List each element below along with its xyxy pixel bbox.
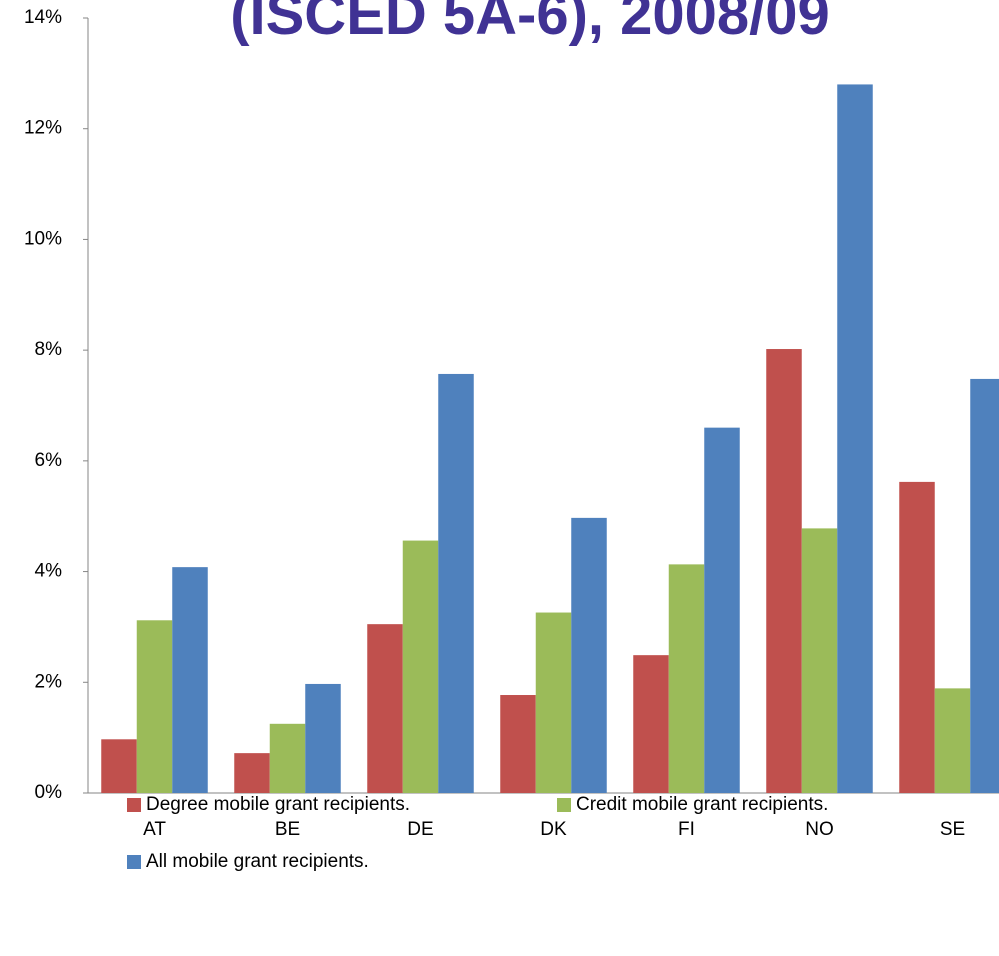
y-tick-label: 8%	[35, 339, 63, 360]
bar	[234, 753, 270, 793]
legend-swatch	[557, 798, 571, 812]
bar	[136, 620, 173, 793]
bar	[704, 427, 740, 793]
bar	[101, 739, 137, 793]
bar	[766, 349, 802, 793]
bar	[970, 378, 999, 793]
bar	[535, 612, 572, 793]
x-tick-label: DK	[540, 819, 567, 840]
bar	[571, 517, 607, 793]
bar	[500, 695, 536, 793]
x-tick-label: FI	[678, 819, 695, 840]
bar	[668, 564, 705, 793]
x-tick-label: DE	[407, 819, 433, 840]
bar	[837, 84, 873, 793]
legend-label: Degree mobile grant recipients.	[146, 794, 410, 815]
y-tick-label: 14%	[24, 7, 62, 28]
chart-title: (ISCED 5A-6), 2008/09	[230, 0, 830, 47]
bar	[934, 688, 971, 793]
y-tick-label: 4%	[35, 561, 63, 582]
x-tick-label: BE	[275, 819, 300, 840]
bar	[801, 528, 838, 793]
bar	[172, 567, 208, 793]
y-tick-label: 10%	[24, 228, 62, 249]
legend-swatch	[127, 855, 141, 869]
bar	[269, 723, 306, 793]
bar	[899, 481, 935, 793]
bar	[633, 655, 669, 793]
legend-label: All mobile grant recipients.	[146, 851, 369, 872]
bar	[402, 540, 439, 793]
x-tick-label: SE	[940, 819, 965, 840]
x-tick-label: AT	[143, 819, 166, 840]
y-tick-label: 0%	[35, 782, 63, 803]
y-tick-label: 12%	[24, 118, 62, 139]
y-tick-label: 6%	[35, 450, 63, 471]
bar	[305, 683, 341, 793]
legend-swatch	[127, 798, 141, 812]
y-tick-label: 2%	[35, 671, 63, 692]
x-tick-label: NO	[805, 819, 834, 840]
bar	[438, 373, 474, 793]
bar	[367, 624, 403, 793]
legend-label: Credit mobile grant recipients.	[576, 794, 828, 815]
